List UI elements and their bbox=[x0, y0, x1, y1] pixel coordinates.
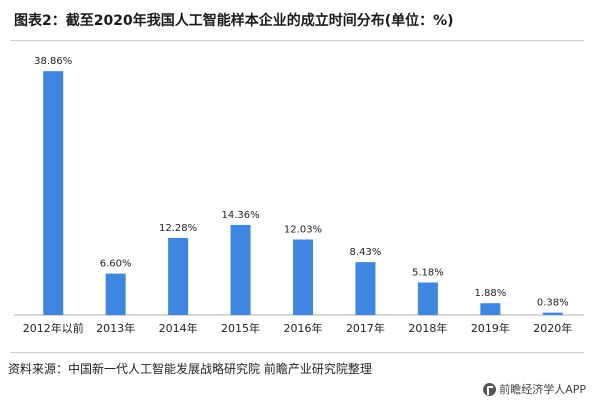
bar bbox=[417, 282, 438, 315]
brand-mark: 前瞻经济学人APP bbox=[483, 381, 586, 397]
source-note: 资料来源：中国新一代人工智能发展战略研究院 前瞻产业研究院整理 bbox=[8, 362, 372, 376]
x-tick-label: 2019年 bbox=[471, 321, 510, 335]
bar bbox=[168, 237, 189, 315]
x-tick-label: 2016年 bbox=[284, 321, 323, 335]
bar bbox=[105, 273, 126, 315]
x-tick-label: 2017年 bbox=[346, 321, 385, 335]
data-label: 1.88% bbox=[474, 288, 506, 299]
x-tick-label: 2013年 bbox=[96, 321, 135, 335]
bar bbox=[480, 303, 501, 315]
x-tick-label: 2018年 bbox=[408, 321, 447, 335]
x-tick-label: 2014年 bbox=[159, 321, 198, 335]
bar bbox=[542, 312, 563, 315]
x-tick-label: 2012年以前 bbox=[23, 321, 84, 335]
x-tick-label: 2015年 bbox=[221, 321, 260, 335]
data-label: 6.60% bbox=[100, 259, 132, 270]
data-label: 38.86% bbox=[34, 56, 72, 67]
bar bbox=[230, 224, 251, 315]
brand-logo-icon bbox=[483, 382, 497, 396]
source-divider bbox=[10, 352, 584, 353]
chart-title: 图表2：截至2020年我国人工智能样本企业的成立时间分布(单位：%) bbox=[14, 13, 454, 29]
title-divider bbox=[10, 40, 584, 41]
data-label: 0.38% bbox=[537, 298, 569, 309]
bar bbox=[355, 262, 376, 315]
data-label: 12.03% bbox=[284, 225, 322, 236]
data-label: 12.28% bbox=[159, 223, 197, 234]
x-tick-label: 2020年 bbox=[533, 321, 572, 335]
bar bbox=[43, 71, 64, 315]
bar bbox=[293, 239, 313, 315]
data-label: 5.18% bbox=[412, 267, 444, 278]
brand-text: 前瞻经济学人APP bbox=[499, 383, 586, 396]
data-label: 14.36% bbox=[221, 210, 259, 221]
data-label: 8.43% bbox=[350, 247, 382, 258]
